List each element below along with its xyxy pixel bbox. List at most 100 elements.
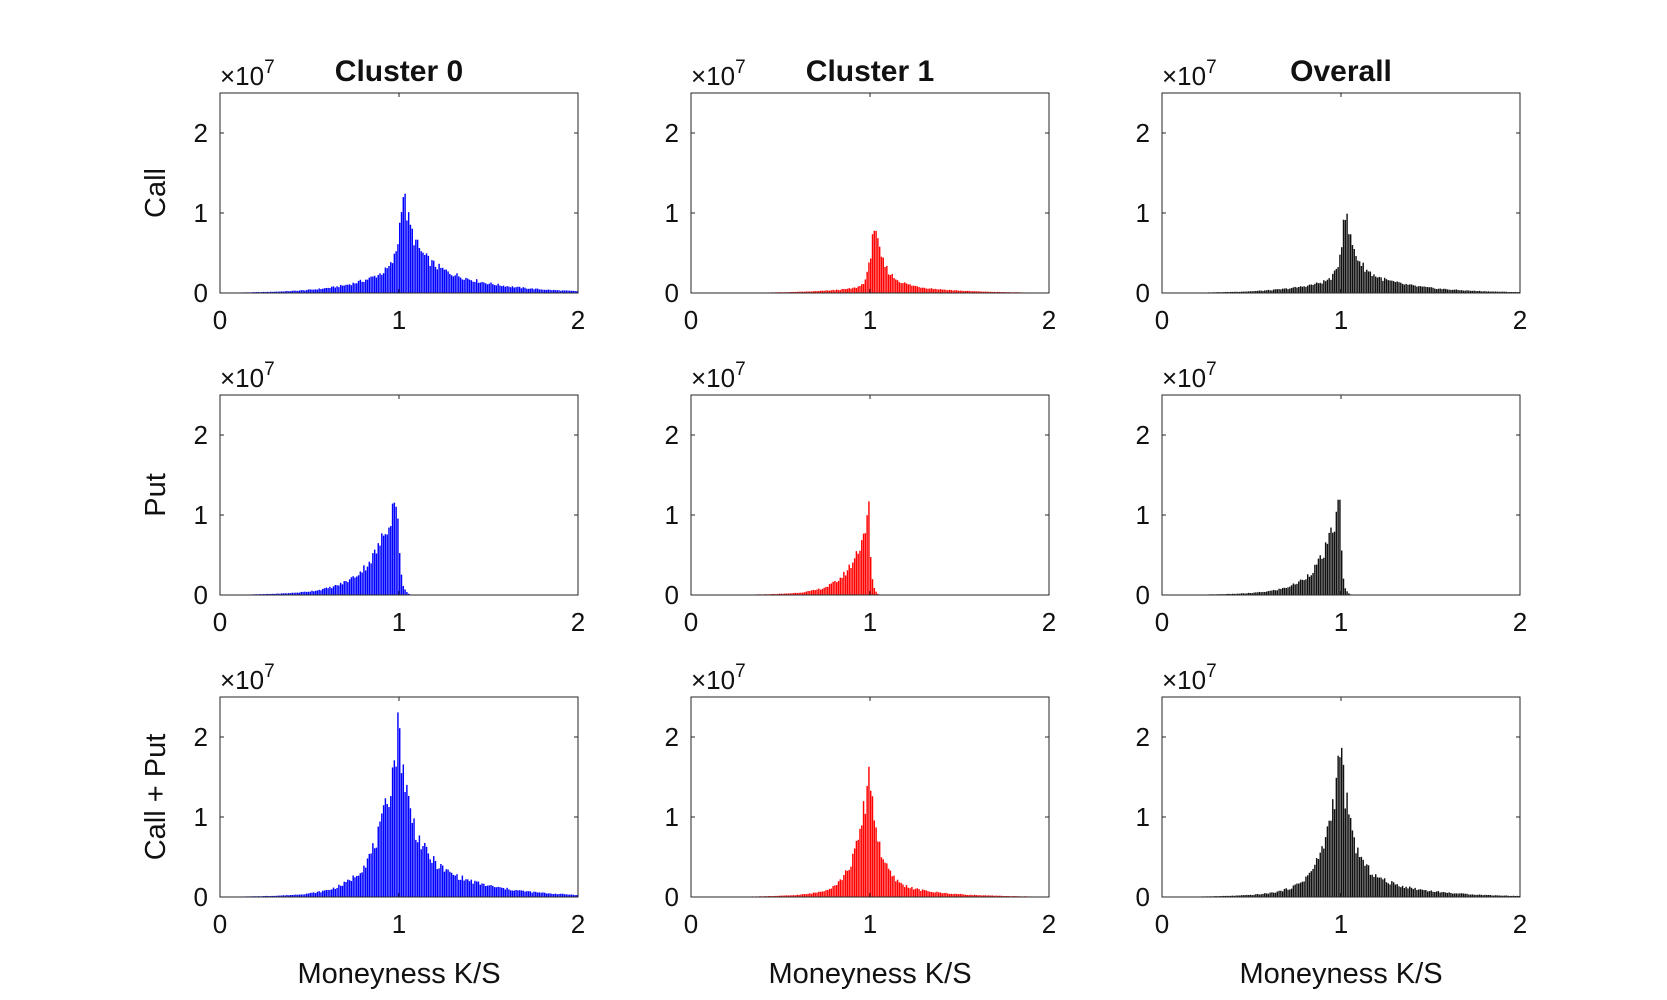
histogram-bar (407, 593, 410, 595)
histogram-bar (1326, 826, 1329, 897)
histogram-bar (793, 291, 795, 293)
y-multiplier-exponent: 7 (1206, 359, 1217, 380)
histogram-bar (481, 281, 483, 293)
histogram-bar (948, 289, 951, 293)
histogram-bar (556, 894, 558, 897)
histogram-bar (1321, 283, 1323, 293)
histogram-bar (979, 291, 981, 293)
histogram-bar (322, 588, 324, 595)
histogram-bar (400, 212, 403, 293)
histogram-bar (995, 895, 997, 897)
histogram-bar (1346, 792, 1348, 897)
histogram-bars (733, 501, 881, 595)
histogram-bar (468, 881, 471, 897)
histogram-bar (1396, 281, 1398, 293)
histogram-bar (1278, 588, 1280, 595)
histogram-bar (1301, 579, 1304, 595)
histogram-bar (1240, 895, 1243, 897)
histogram-bar (904, 282, 906, 293)
histogram-bar (1290, 585, 1293, 595)
histogram-bar (975, 895, 978, 897)
histogram-bar (1312, 868, 1314, 897)
histogram-bar (954, 893, 956, 897)
histogram-bar (1514, 895, 1517, 897)
histogram-bar (404, 589, 406, 595)
histogram-bar (1376, 277, 1379, 293)
histogram-bar (911, 886, 913, 897)
histogram-bar (803, 291, 806, 293)
histogram-bar (347, 284, 349, 293)
y-multiplier-base: ×10 (691, 363, 735, 393)
y-tick-label: 1 (1136, 198, 1150, 228)
y-tick-label: 2 (1136, 722, 1150, 752)
histogram-bar (343, 581, 345, 595)
y-tick-label: 1 (194, 802, 208, 832)
histogram-bar (298, 592, 301, 595)
histogram-bar (798, 291, 800, 293)
histogram-bar (563, 894, 566, 897)
histogram-bar (483, 883, 485, 897)
histogram-bar (889, 870, 892, 897)
histogram-bar (857, 286, 859, 293)
y-tick-label: 0 (1136, 882, 1150, 912)
histogram-bar (436, 269, 439, 293)
histogram-bar (1298, 581, 1300, 595)
histogram-bar (934, 892, 936, 897)
histogram-bar (1344, 808, 1347, 897)
histogram-bar (368, 853, 371, 897)
histogram-bar (393, 760, 396, 897)
histogram-bar (923, 287, 926, 293)
histogram-bar (1237, 291, 1239, 293)
histogram-bar (418, 248, 421, 293)
histogram-bar (986, 895, 988, 897)
histogram-bar (375, 277, 378, 293)
histogram-bar (986, 291, 988, 293)
histogram-bar (1305, 579, 1307, 595)
histogram-bar (882, 859, 884, 897)
histogram-bar (397, 518, 399, 595)
histogram-bar (834, 581, 836, 595)
histogram-bar (379, 273, 381, 293)
histogram-bar (1271, 892, 1273, 897)
histogram-bar (361, 872, 363, 897)
histogram-bar (1272, 589, 1275, 595)
histogram-bar (1489, 895, 1492, 897)
histogram-bar (347, 879, 349, 897)
histogram-bar (1351, 245, 1354, 293)
histogram-bar (939, 289, 942, 293)
histogram-bar (293, 290, 295, 293)
histogram-bar (1238, 895, 1241, 897)
histogram-bar (803, 894, 806, 897)
histogram-bar (395, 766, 397, 897)
histogram-bar (1444, 892, 1447, 897)
histogram-bar (327, 890, 329, 897)
histogram-bar (1439, 288, 1441, 293)
histogram-bar (361, 281, 363, 293)
histogram-bar (1464, 290, 1466, 293)
histogram-bar (375, 847, 378, 897)
y-multiplier-exponent: 7 (1206, 57, 1217, 78)
histogram-bar (1256, 592, 1259, 595)
histogram-bars (1181, 213, 1520, 293)
histogram-bar (429, 265, 431, 293)
histogram-bar (409, 808, 412, 897)
histogram-bar (1443, 892, 1445, 897)
histogram-bar (475, 279, 478, 293)
histogram-bar (477, 282, 480, 293)
histogram-bar (862, 533, 865, 595)
histogram-bar (345, 581, 347, 595)
histogram-bar (846, 288, 849, 293)
histogram-bar (1335, 268, 1338, 293)
histogram-bar (1516, 895, 1518, 897)
row-label: Put (140, 473, 172, 517)
histogram-bar (542, 892, 544, 897)
histogram-bar (425, 846, 428, 897)
histogram-bar (891, 273, 893, 293)
histogram-bar (284, 895, 286, 897)
histogram-bar (1342, 219, 1345, 293)
histogram-bar (964, 894, 967, 897)
histogram-bar (533, 891, 535, 897)
histogram-bar (1360, 856, 1363, 897)
histogram-bar (866, 785, 868, 897)
y-tick-label: 2 (1136, 420, 1150, 450)
